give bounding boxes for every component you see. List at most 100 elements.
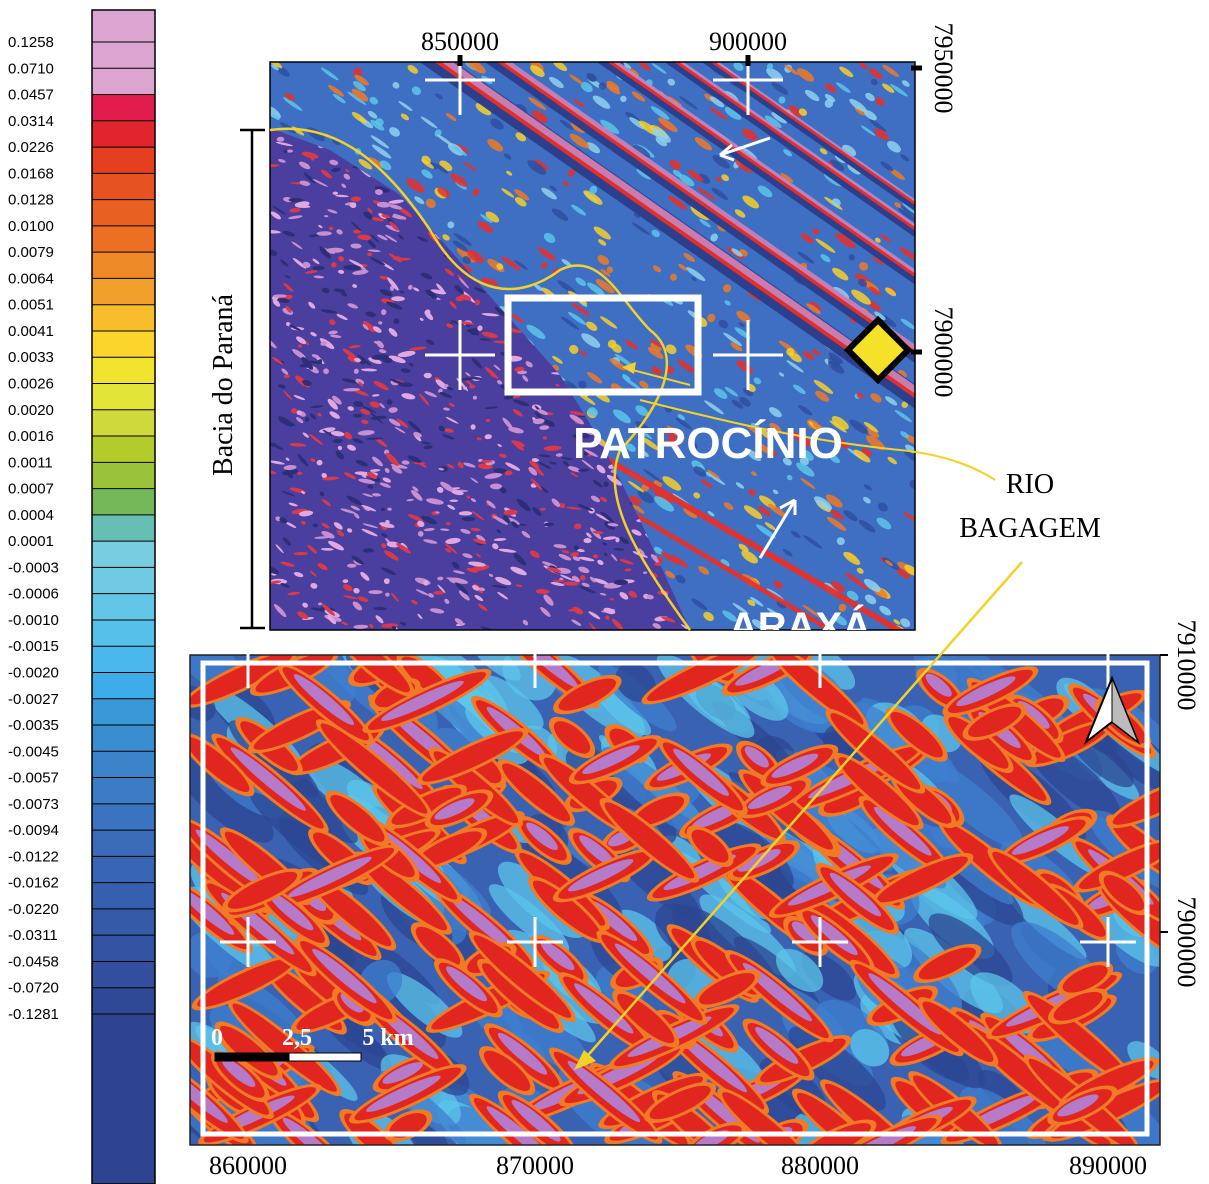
- legend-band: [92, 252, 155, 278]
- scale-label: 5 km: [362, 1025, 413, 1051]
- legend-band: [92, 541, 155, 567]
- bottom-map: [137, 610, 1209, 1184]
- legend-label: 0.0020: [8, 402, 54, 419]
- legend-label: -0.0057: [8, 770, 59, 787]
- x-tick-label: 870000: [496, 1151, 574, 1180]
- legend-label: -0.0003: [8, 559, 59, 576]
- legend-band: [92, 173, 155, 199]
- legend-band: [92, 515, 155, 541]
- legend-label: -0.0015: [8, 638, 59, 655]
- legend-band: [92, 436, 155, 462]
- legend-band: [92, 567, 155, 593]
- legend-band: [92, 620, 155, 646]
- legend-label: 0.0457: [8, 87, 54, 104]
- legend-band: [92, 751, 155, 777]
- legend-label: -0.1281: [8, 1006, 59, 1023]
- legend-label: 0.0041: [8, 323, 54, 340]
- basin-bracket: [240, 130, 265, 628]
- legend-band: [92, 961, 155, 987]
- legend-band: [92, 68, 155, 94]
- y-tick-label: 7950000: [929, 23, 958, 114]
- river-label: RIO: [1006, 469, 1054, 500]
- figure: 0.1258 0.0710 0.0457 0.0314 0.0226 0.0168 0.01…: [0, 0, 1209, 1184]
- legend-band: [92, 226, 155, 252]
- y-tick-label: 7910000: [1172, 620, 1201, 711]
- legend-band: [92, 200, 155, 226]
- scale-label: 2,5: [282, 1025, 312, 1051]
- legend-band: [92, 331, 155, 357]
- legend-band: [92, 830, 155, 856]
- legend-band: [92, 778, 155, 804]
- legend: 0.1258 0.0710 0.0457 0.0314 0.0226 0.0168 0.01…: [8, 10, 155, 1184]
- legend-band: [92, 672, 155, 698]
- legend-label: -0.0035: [8, 717, 59, 734]
- legend-label: 0.0226: [8, 139, 54, 156]
- legend-label: -0.0220: [8, 901, 59, 918]
- legend-label: -0.0458: [8, 953, 59, 970]
- legend-band: [92, 489, 155, 515]
- legend-label: -0.0073: [8, 796, 59, 813]
- y-tick-label: 7900000: [929, 307, 958, 398]
- legend-label: 0.0011: [8, 454, 53, 471]
- legend-band: [92, 1014, 155, 1184]
- legend-band: [92, 594, 155, 620]
- top-map: [262, 2, 1209, 680]
- legend-label: 0.0064: [8, 270, 54, 287]
- legend-label: -0.0720: [8, 980, 59, 997]
- x-tick-label: 860000: [209, 1151, 287, 1180]
- legend-band: [92, 10, 155, 42]
- place-label: PATROCÍNIO: [573, 418, 843, 468]
- legend-band: [92, 988, 155, 1014]
- legend-band: [92, 699, 155, 725]
- legend-band: [92, 804, 155, 830]
- legend-label: -0.0094: [8, 822, 59, 839]
- legend-label: 0.0710: [8, 60, 54, 77]
- legend-band: [92, 725, 155, 751]
- legend-band: [92, 121, 155, 147]
- legend-label: 0.0026: [8, 376, 54, 393]
- y-tick-label: 7900000: [1172, 897, 1201, 988]
- legend-band: [92, 909, 155, 935]
- legend-band: [92, 384, 155, 410]
- x-tick-label: 850000: [421, 27, 499, 56]
- legend-label: -0.0006: [8, 586, 59, 603]
- legend-label: 0.0079: [8, 244, 54, 261]
- legend-band: [92, 856, 155, 882]
- legend-label: 0.0100: [8, 218, 54, 235]
- legend-label: 0.0007: [8, 481, 54, 498]
- legend-band: [92, 42, 155, 68]
- texture: [583, 538, 591, 543]
- scale-bar: [289, 1053, 361, 1061]
- legend-band: [92, 883, 155, 909]
- legend-label: -0.0045: [8, 743, 59, 760]
- legend-label: 0.0004: [8, 507, 54, 524]
- legend-label: 0.0033: [8, 349, 54, 366]
- river-label: BAGAGEM: [959, 513, 1101, 544]
- legend-label: -0.0010: [8, 612, 59, 629]
- legend-label: -0.0027: [8, 691, 59, 708]
- scale-bar: [215, 1053, 289, 1061]
- legend-band: [92, 147, 155, 173]
- legend-label: -0.0122: [8, 848, 59, 865]
- scale-label: 0: [211, 1025, 223, 1051]
- legend-label: 0.0168: [8, 165, 54, 182]
- legend-label: 0.1258: [8, 34, 54, 51]
- x-tick-label: 900000: [709, 27, 787, 56]
- texture: [424, 373, 432, 379]
- legend-label: 0.0314: [8, 113, 54, 130]
- legend-label: 0.0001: [8, 533, 54, 550]
- place-label: ARAXÁ: [729, 604, 871, 649]
- legend-band: [92, 357, 155, 383]
- legend-band: [92, 410, 155, 436]
- legend-label: -0.0311: [8, 927, 58, 944]
- legend-band: [92, 278, 155, 304]
- legend-label: -0.0020: [8, 664, 59, 681]
- basin-label: Bacia do Paraná: [208, 293, 239, 475]
- legend-band: [92, 305, 155, 331]
- legend-label: 0.0051: [8, 297, 54, 314]
- legend-label: 0.0016: [8, 428, 54, 445]
- x-tick-label: 890000: [1069, 1151, 1147, 1180]
- legend-label: -0.0162: [8, 875, 59, 892]
- legend-band: [92, 935, 155, 961]
- x-tick-label: 880000: [781, 1151, 859, 1180]
